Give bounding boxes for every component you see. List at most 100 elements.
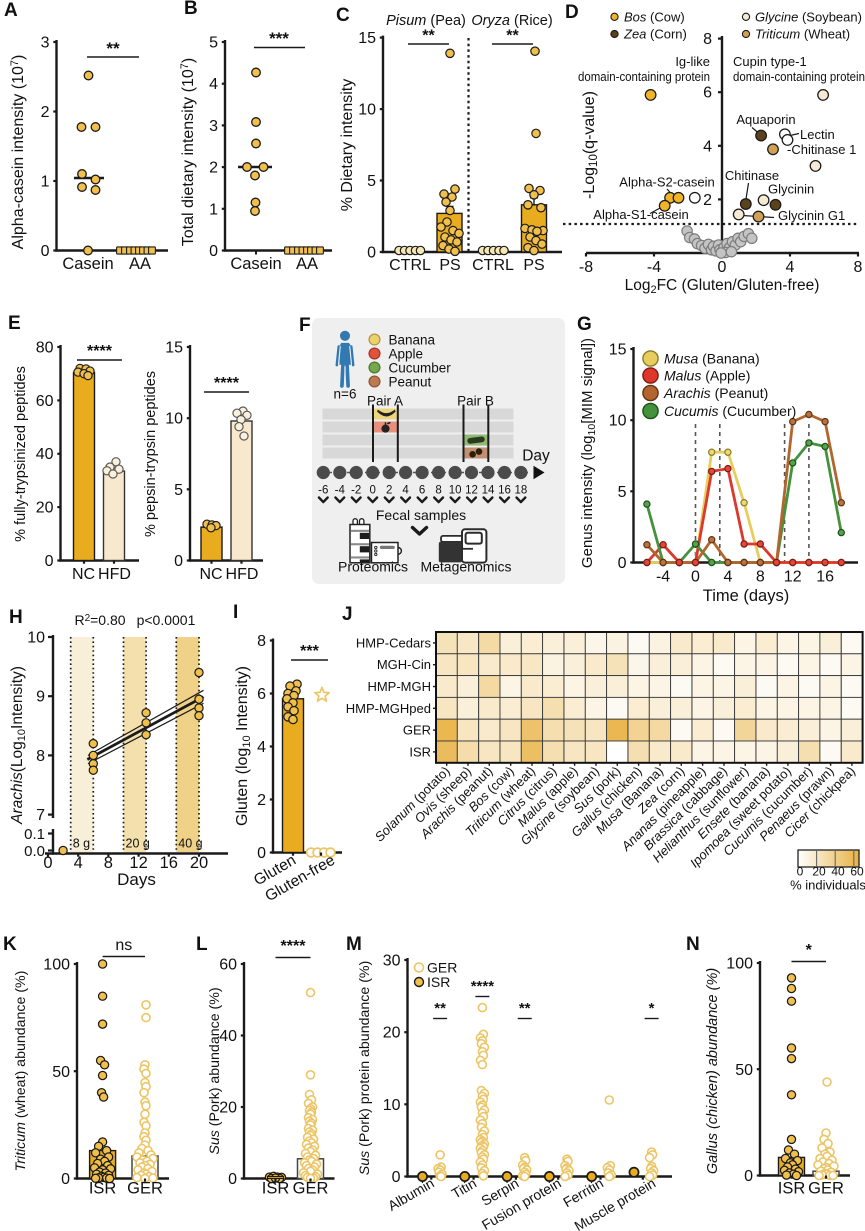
svg-text:4: 4	[74, 854, 83, 872]
svg-text:domain-containing protein: domain-containing protein	[733, 69, 865, 84]
svg-text:40: 40	[36, 446, 54, 463]
svg-text:GER: GER	[808, 1180, 844, 1198]
svg-text:Log2FC (Gluten/Gluten-free): Log2FC (Gluten/Gluten-free)	[625, 277, 820, 296]
svg-text:4: 4	[257, 739, 266, 756]
svg-text:10: 10	[609, 413, 627, 430]
svg-text:Musa (Banana): Musa (Banana)	[664, 351, 760, 367]
svg-text:ns: ns	[115, 937, 132, 954]
svg-text:0: 0	[691, 569, 700, 586]
svg-text:***: ***	[300, 643, 319, 660]
svg-text:% pepsin-trypsin peptides: % pepsin-trypsin peptides	[143, 371, 159, 537]
svg-text:I: I	[233, 602, 238, 623]
svg-text:**: **	[506, 28, 519, 45]
svg-text:G: G	[577, 314, 592, 335]
svg-text:domain-containing protein: domain-containing protein	[578, 69, 710, 84]
svg-text:**: **	[106, 39, 120, 58]
svg-text:0: 0	[718, 259, 727, 276]
svg-text:F: F	[299, 315, 311, 336]
svg-text:Arachis(Log10Intensity): Arachis(Log10Intensity)	[9, 666, 28, 825]
svg-text:**: **	[519, 1000, 531, 1017]
svg-text:9: 9	[36, 689, 45, 706]
svg-text:60: 60	[219, 957, 237, 974]
svg-text:CTRL: CTRL	[389, 257, 431, 274]
svg-text:12: 12	[465, 485, 478, 497]
svg-text:-6: -6	[318, 485, 328, 497]
svg-text:10: 10	[165, 411, 183, 428]
svg-text:8: 8	[104, 854, 113, 872]
svg-text:*: *	[649, 1000, 655, 1017]
svg-text:16: 16	[816, 569, 834, 586]
svg-text:50: 50	[735, 1062, 753, 1079]
svg-text:5: 5	[618, 484, 627, 501]
svg-text:MGH-Cin: MGH-Cin	[377, 657, 431, 672]
svg-text:****: ****	[87, 343, 113, 360]
svg-text:Ig-like: Ig-like	[675, 54, 710, 69]
svg-text:30: 30	[383, 953, 401, 970]
svg-text:Glycinin G1: Glycinin G1	[778, 208, 845, 223]
svg-text:% fully-trypsinized peptides: % fully-trypsinized peptides	[13, 366, 29, 542]
svg-text:100: 100	[726, 956, 753, 973]
svg-text:Total dietary intensity (107): Total dietary intensity (107)	[179, 58, 197, 246]
svg-text:***: ***	[269, 29, 289, 48]
svg-text:0: 0	[392, 1169, 401, 1186]
svg-text:*: *	[806, 942, 813, 959]
svg-text:0: 0	[41, 243, 50, 260]
svg-text:16: 16	[160, 854, 178, 872]
svg-text:Chitinase: Chitinase	[725, 168, 779, 183]
svg-text:0: 0	[257, 845, 266, 862]
svg-text:12: 12	[129, 854, 147, 872]
svg-text:Gallus (chicken) abundance (%): Gallus (chicken) abundance (%)	[705, 968, 721, 1174]
svg-text:****: ****	[214, 375, 240, 392]
svg-text:Bos (Cow): Bos (Cow)	[624, 9, 685, 24]
svg-text:10: 10	[383, 1097, 401, 1114]
svg-text:Pisum (Pea): Pisum (Pea)	[386, 13, 466, 29]
svg-text:% individuals: % individuals	[790, 878, 865, 893]
svg-text:-4: -4	[335, 485, 346, 497]
svg-text:HMP-Cedars: HMP-Cedars	[356, 635, 432, 650]
svg-text:AA: AA	[129, 255, 151, 273]
svg-text:1: 1	[41, 174, 50, 191]
svg-text:3: 3	[41, 35, 50, 52]
svg-text:20: 20	[219, 1100, 237, 1117]
svg-text:0: 0	[228, 1171, 237, 1188]
svg-text:p<0.0001: p<0.0001	[137, 612, 196, 628]
svg-text:A: A	[4, 0, 18, 21]
svg-text:-4: -4	[647, 259, 661, 276]
svg-text:5: 5	[367, 173, 376, 190]
svg-text:0.0: 0.0	[24, 843, 45, 860]
svg-text:ISR: ISR	[262, 1180, 290, 1198]
svg-text:-4: -4	[656, 569, 670, 586]
svg-text:R2=0.80: R2=0.80	[74, 612, 125, 628]
svg-text:-Chitinase 1: -Chitinase 1	[787, 142, 856, 157]
svg-text:4: 4	[402, 485, 409, 497]
svg-text:6: 6	[419, 485, 425, 497]
svg-text:4: 4	[703, 138, 712, 155]
svg-text:NC: NC	[72, 566, 95, 583]
svg-text:8: 8	[756, 569, 765, 586]
svg-text:0: 0	[744, 1168, 753, 1185]
svg-text:0: 0	[797, 865, 804, 879]
svg-text:80: 80	[36, 340, 54, 357]
svg-text:GER: GER	[127, 1180, 163, 1198]
svg-text:2: 2	[703, 192, 712, 209]
svg-text:0: 0	[61, 1171, 70, 1188]
svg-text:15: 15	[358, 30, 376, 47]
svg-text:Cucumis (Cucumber): Cucumis (Cucumber)	[664, 403, 796, 419]
svg-text:Proteomics: Proteomics	[338, 559, 408, 575]
svg-text:Zea (Corn): Zea (Corn)	[623, 27, 687, 42]
svg-text:0: 0	[45, 553, 54, 570]
svg-text:2: 2	[41, 104, 50, 121]
svg-text:ISR: ISR	[409, 744, 431, 759]
svg-text:100: 100	[43, 957, 70, 974]
svg-text:40: 40	[831, 865, 845, 879]
svg-text:40: 40	[219, 1028, 237, 1045]
svg-text:PS: PS	[523, 257, 544, 274]
svg-text:B: B	[184, 0, 198, 19]
svg-text:**: **	[422, 28, 435, 45]
svg-text:Genus intensity (log10[MIM sig: Genus intensity (log10[MIM signal])	[579, 338, 598, 568]
svg-text:Cupin type-1: Cupin type-1	[733, 54, 807, 69]
svg-text:HMP-MGH: HMP-MGH	[367, 679, 431, 694]
svg-text:HFD: HFD	[98, 566, 131, 583]
svg-text:Triticum (Wheat): Triticum (Wheat)	[755, 27, 850, 42]
svg-text:D: D	[565, 2, 579, 23]
